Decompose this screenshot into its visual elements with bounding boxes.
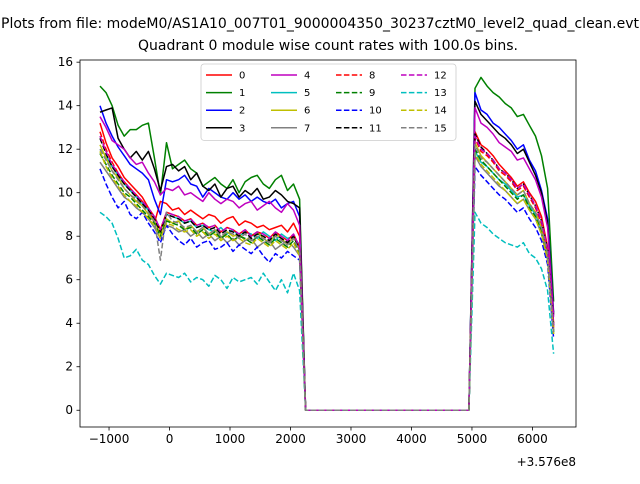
y-tick-label-4: 4	[65, 316, 73, 330]
y-tick-label-6: 6	[65, 273, 73, 287]
legend-label-10: 10	[369, 106, 382, 117]
legend-label-1: 1	[239, 88, 245, 99]
legend-label-8: 8	[369, 71, 375, 82]
series-line-2	[99, 91, 555, 411]
plot-area: −1000 0 1000 2000 3000 4000 5000 60000246810121…	[58, 55, 577, 446]
series-line-1	[99, 76, 555, 411]
y-tick-label-10: 10	[58, 186, 73, 200]
chart-title: Quadrant 0 module wise count rates with …	[138, 38, 518, 54]
y-tick-label-16: 16	[58, 55, 73, 69]
series-line-4	[99, 107, 555, 411]
x-tick-label-2000: 2000	[275, 432, 306, 446]
legend-label-13: 13	[434, 88, 447, 99]
x-tick-label-1000: 1000	[215, 432, 246, 446]
y-tick-label-2: 2	[65, 360, 73, 374]
axes-frame	[79, 59, 577, 428]
series-line-13	[99, 211, 555, 411]
legend-label-15: 15	[434, 123, 447, 134]
x-tick-label-0: 0	[166, 432, 174, 446]
legend-label-5: 5	[304, 88, 310, 99]
legend-label-6: 6	[304, 106, 310, 117]
series-line-8	[99, 131, 555, 411]
y-tick-label-14: 14	[58, 99, 73, 113]
y-tick-label-8: 8	[65, 229, 73, 243]
legend-label-4: 4	[304, 71, 310, 82]
y-tick-label-0: 0	[65, 403, 73, 417]
series-line-15	[99, 144, 555, 411]
legend-label-12: 12	[434, 71, 447, 82]
y-tick-label-12: 12	[58, 142, 73, 156]
x-tick-label-3000: 3000	[336, 432, 367, 446]
x-offset-label: +3.576e8	[517, 455, 576, 469]
legend-label-7: 7	[304, 123, 310, 134]
legend-label-11: 11	[369, 123, 382, 134]
series-line-9	[99, 148, 555, 411]
legend-label-14: 14	[434, 106, 447, 117]
legend-box	[200, 63, 457, 141]
x-tick-label-5000: 5000	[457, 432, 488, 446]
series-line-3	[99, 100, 555, 411]
x-tick-label-4000: 4000	[396, 432, 427, 446]
series-group	[99, 76, 555, 411]
series-line-14	[99, 151, 555, 411]
legend-label-0: 0	[239, 71, 245, 82]
series-line-10	[99, 165, 555, 411]
legend-label-3: 3	[239, 123, 245, 134]
series-line-12	[99, 135, 555, 411]
legend-label-2: 2	[239, 106, 245, 117]
x-tick-label--1000: −1000	[89, 432, 130, 446]
x-tick-label-6000: 6000	[517, 432, 548, 446]
figure-suptitle: Plots from file: modeM0/AS1A10_007T01_90…	[1, 16, 639, 32]
legend-label-9: 9	[369, 88, 375, 99]
